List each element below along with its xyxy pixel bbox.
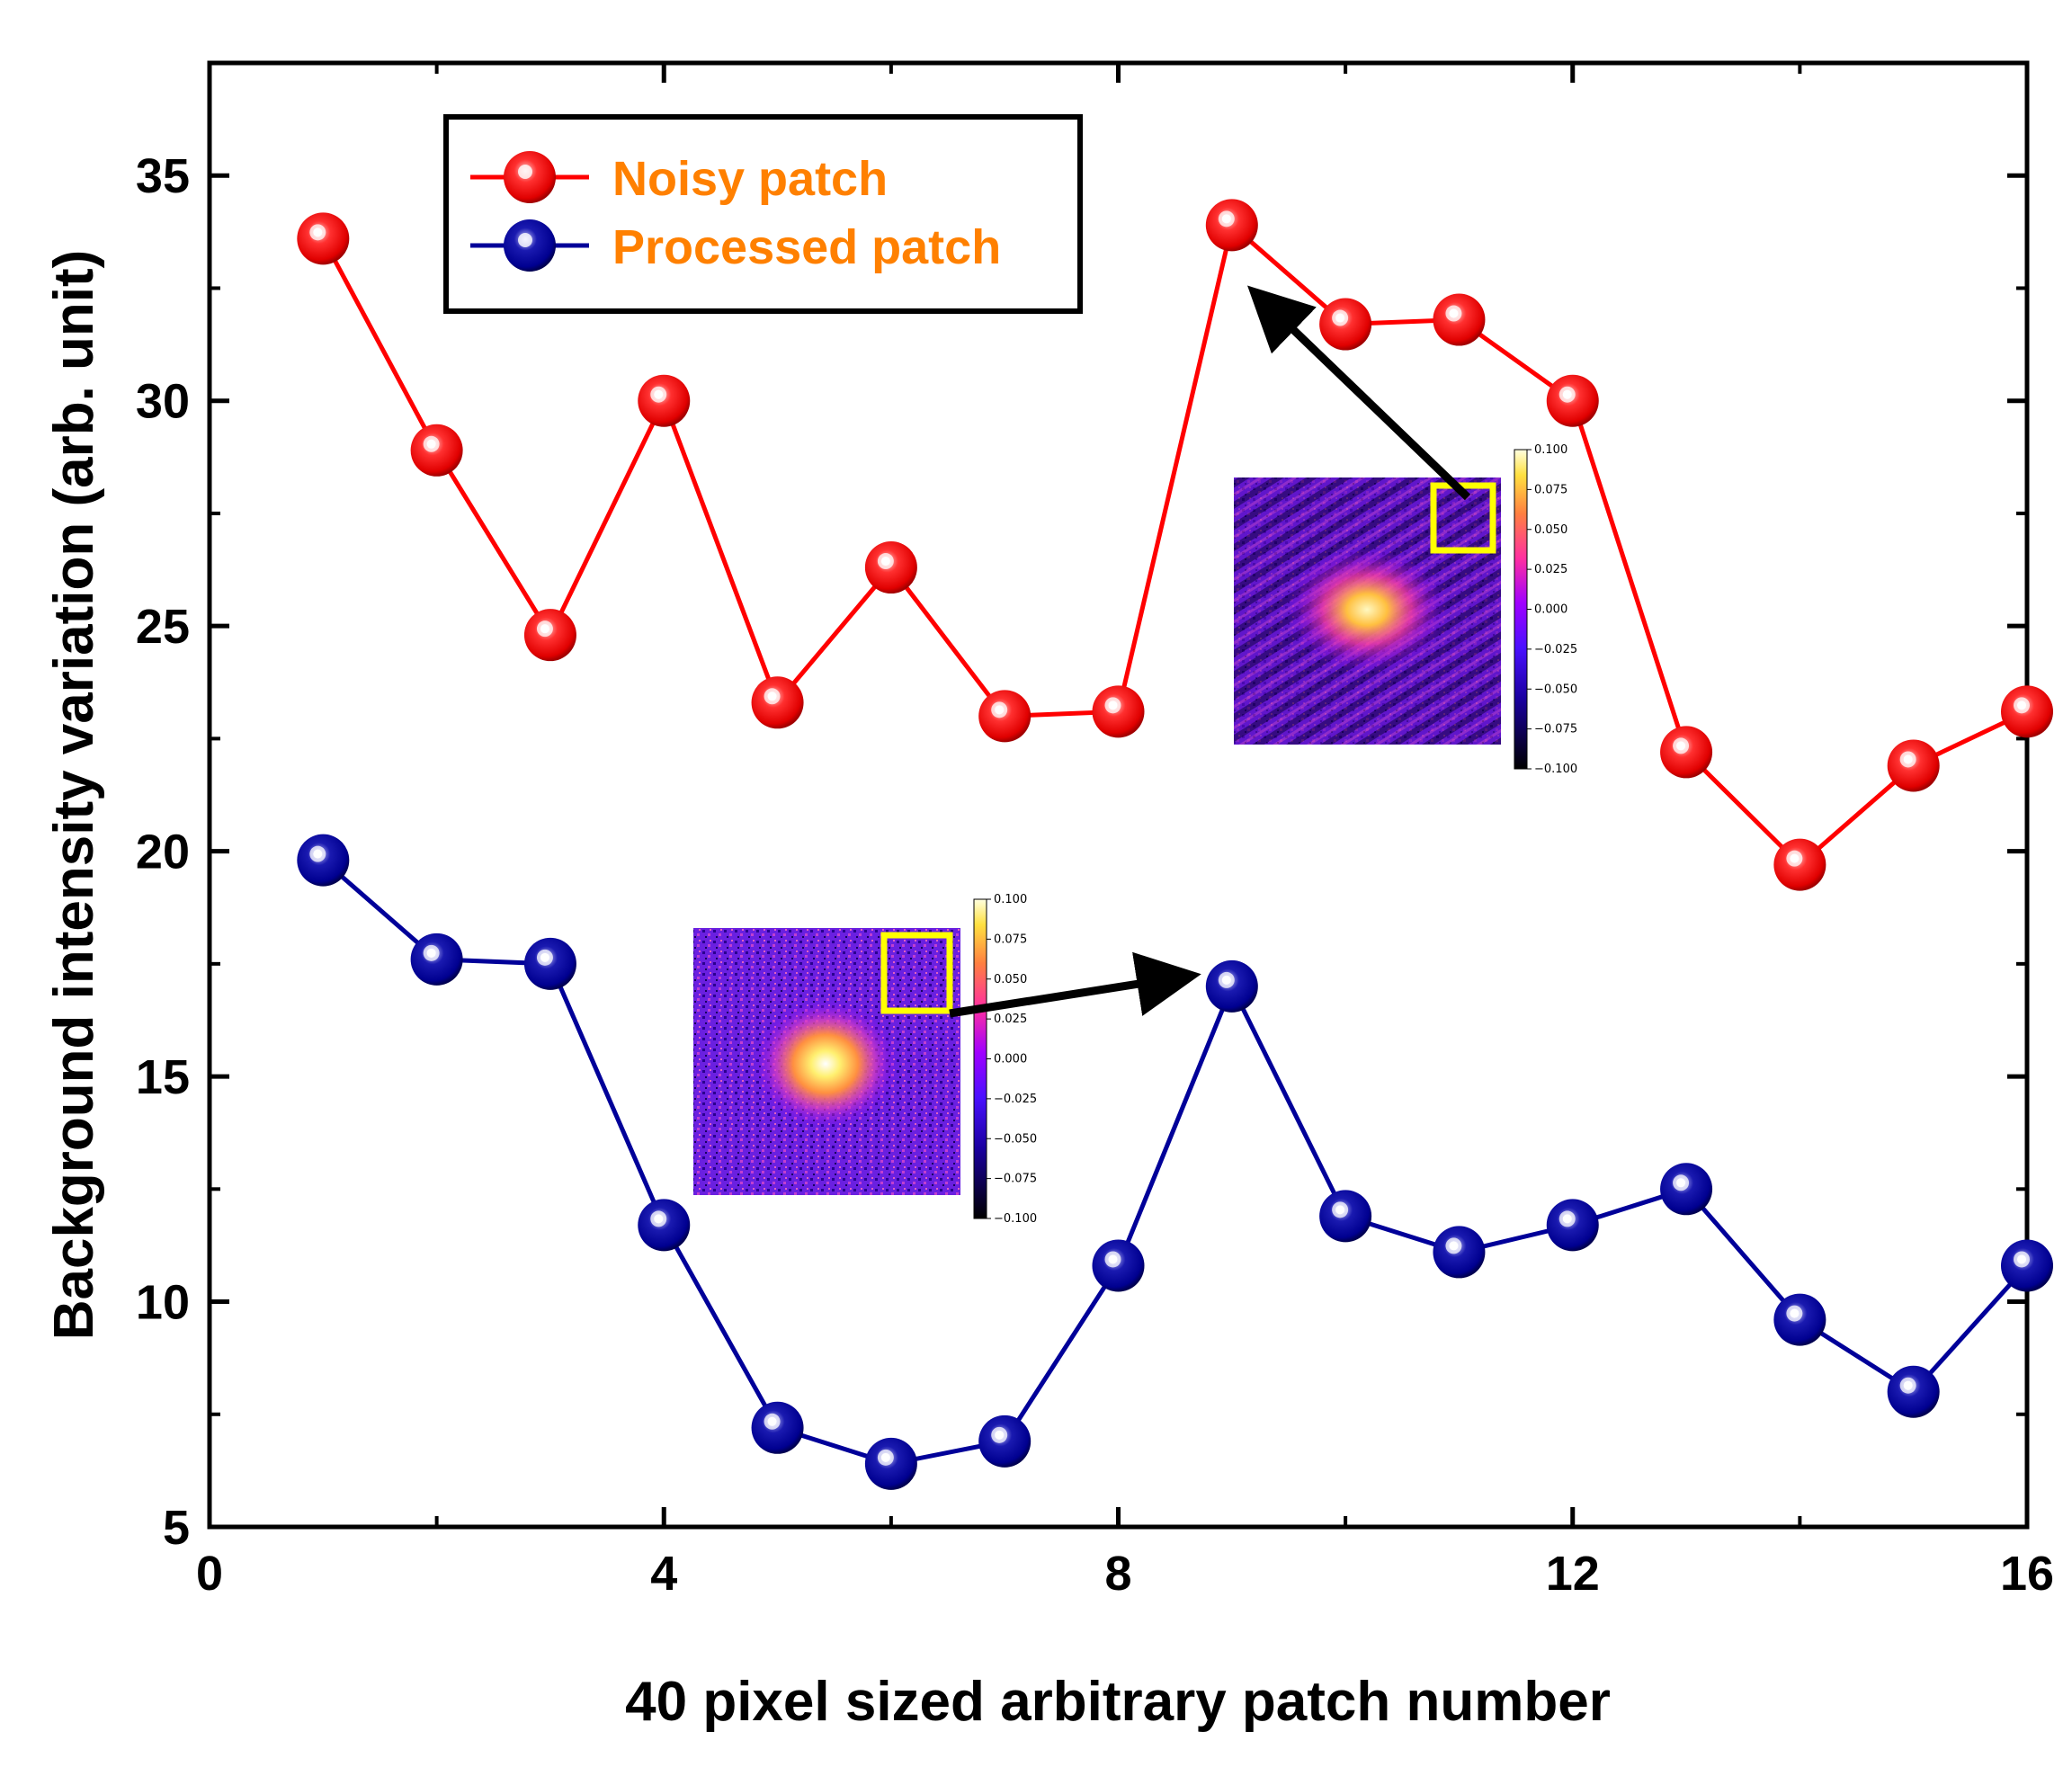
colorbar-tick-label: −0.025 bbox=[1534, 643, 1577, 656]
data-point-processed bbox=[1205, 959, 1258, 1013]
y-tick-label: 20 bbox=[136, 825, 190, 879]
noisy-inset-highlight-box bbox=[1430, 482, 1496, 554]
x-tick-label: 8 bbox=[1104, 1547, 1131, 1601]
data-point-noisy bbox=[297, 212, 350, 265]
legend-label-processed: Processed patch bbox=[612, 220, 1001, 274]
colorbar-tick-label: −0.075 bbox=[1534, 723, 1577, 736]
data-point-noisy bbox=[864, 541, 917, 594]
y-axis-title: Background intensity variation (arb. uni… bbox=[43, 250, 105, 1341]
colorbar-tick-label: 0.000 bbox=[994, 1053, 1027, 1066]
processed-inset-colorbar bbox=[973, 898, 987, 1219]
data-point-noisy bbox=[1092, 685, 1145, 738]
colorbar-tick-label: −0.050 bbox=[994, 1132, 1037, 1146]
processed-inset: 0.100 0.075 0.050 0.025 0.000 −0.025 −0.050 −0.… bbox=[693, 893, 1037, 1226]
processed-inset-arrow bbox=[949, 951, 1201, 1018]
data-point-noisy bbox=[1433, 293, 1486, 346]
x-axis-title: 40 pixel sized arbitrary patch number bbox=[625, 1671, 1611, 1733]
legend-box bbox=[443, 114, 1083, 314]
processed-inset-colorbar-ticks: 0.100 0.075 0.050 0.025 0.000 −0.025 −0.050 −0.… bbox=[987, 893, 1037, 1226]
data-point-noisy bbox=[410, 424, 463, 477]
data-point-noisy bbox=[1660, 726, 1713, 779]
x-tick-label: 0 bbox=[196, 1547, 223, 1601]
y-tick-label: 5 bbox=[163, 1501, 190, 1555]
series-line-noisy bbox=[321, 220, 2029, 869]
data-point-processed bbox=[523, 937, 576, 990]
colorbar-tick-label: 0.050 bbox=[1534, 523, 1567, 537]
noisy-inset: 0.100 0.075 0.050 0.025 0.000 −0.025 −0.050 −0.… bbox=[1234, 443, 1577, 776]
y-tick-label: 35 bbox=[136, 149, 190, 203]
colorbar-tick-label: 0.075 bbox=[994, 933, 1027, 946]
colorbar-tick-label: 0.050 bbox=[994, 973, 1027, 986]
x-tick-label: 4 bbox=[650, 1547, 677, 1601]
y-tick-label: 30 bbox=[136, 375, 190, 429]
series-layer bbox=[297, 199, 2053, 1490]
noisy-inset-colorbar-ticks: 0.100 0.075 0.050 0.025 0.000 −0.025 −0.050 −0.… bbox=[1527, 443, 1577, 776]
data-point-noisy bbox=[978, 690, 1032, 743]
colorbar-tick-label: −0.050 bbox=[1534, 683, 1577, 696]
data-point-processed bbox=[1887, 1365, 1940, 1418]
y-tick-label: 15 bbox=[136, 1050, 190, 1104]
data-point-processed bbox=[410, 933, 463, 986]
colorbar-tick-label: −0.075 bbox=[994, 1173, 1037, 1186]
data-point-processed bbox=[751, 1401, 804, 1454]
data-point-processed bbox=[1092, 1239, 1145, 1292]
data-point-noisy bbox=[1205, 199, 1258, 252]
noisy-inset-bright-spot bbox=[1286, 547, 1448, 673]
y-tick-label: 10 bbox=[136, 1276, 190, 1330]
colorbar-tick-label: −0.100 bbox=[994, 1212, 1037, 1226]
legend-label-noisy: Noisy patch bbox=[612, 152, 888, 206]
colorbar-tick-label: −0.025 bbox=[994, 1093, 1037, 1106]
data-point-noisy bbox=[1887, 739, 1940, 792]
data-point-noisy bbox=[1319, 298, 1372, 351]
data-point-processed bbox=[1660, 1163, 1713, 1216]
colorbar-tick-label: 0.100 bbox=[994, 893, 1027, 906]
data-point-processed bbox=[1773, 1293, 1826, 1346]
colorbar-tick-label: 0.075 bbox=[1534, 483, 1567, 496]
x-tick-label: 16 bbox=[2000, 1547, 2054, 1601]
data-point-processed bbox=[2001, 1239, 2053, 1292]
y-tick-label: 25 bbox=[136, 600, 190, 654]
colorbar-tick-label: 0.025 bbox=[994, 1013, 1027, 1026]
colorbar-tick-label: 0.000 bbox=[1534, 603, 1567, 617]
processed-inset-highlight-box bbox=[880, 932, 953, 1014]
data-point-noisy bbox=[523, 609, 576, 662]
data-point-noisy bbox=[638, 374, 691, 427]
data-point-noisy bbox=[1546, 374, 1599, 427]
data-point-processed bbox=[1319, 1190, 1372, 1243]
tick-labels: 0 4 8 12 16 5 10 15 20 25 30 35 bbox=[136, 149, 2054, 1601]
noisy-inset-arrow bbox=[1247, 285, 1471, 501]
series-line-processed bbox=[321, 858, 2029, 1467]
noisy-inset-colorbar bbox=[1514, 449, 1528, 770]
colorbar-tick-label: 0.100 bbox=[1534, 443, 1567, 457]
x-tick-label: 12 bbox=[1546, 1547, 1600, 1601]
axes-ticks bbox=[207, 63, 2030, 1530]
processed-inset-bright-spot bbox=[754, 999, 898, 1129]
colorbar-tick-label: −0.100 bbox=[1534, 763, 1577, 776]
colorbar-tick-label: 0.025 bbox=[1534, 563, 1567, 576]
data-point-processed bbox=[1546, 1199, 1599, 1252]
legend: Noisy patch Processed patch bbox=[443, 114, 1083, 314]
data-point-processed bbox=[638, 1199, 691, 1252]
data-point-processed bbox=[297, 834, 350, 887]
data-point-processed bbox=[864, 1437, 917, 1490]
data-point-noisy bbox=[2001, 685, 2053, 738]
data-point-processed bbox=[1433, 1226, 1486, 1279]
data-point-noisy bbox=[751, 676, 804, 729]
data-point-processed bbox=[978, 1414, 1032, 1468]
data-point-noisy bbox=[1773, 838, 1826, 891]
